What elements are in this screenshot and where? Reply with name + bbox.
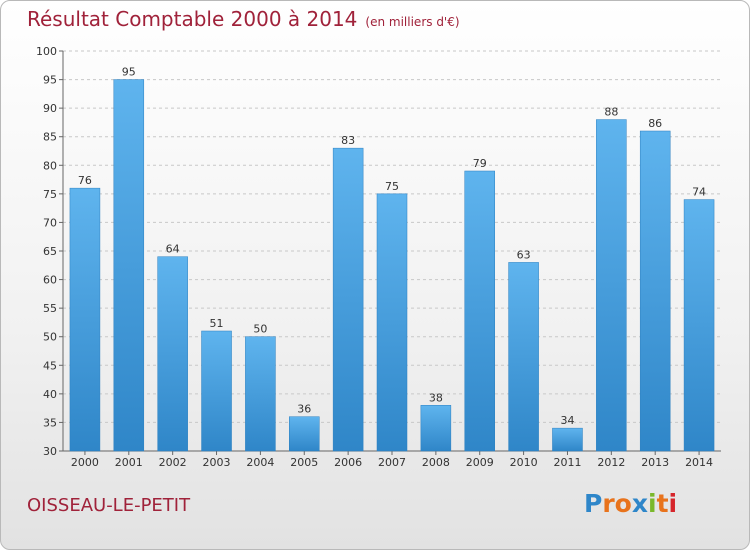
x-tick-label: 2010 xyxy=(510,456,538,469)
value-label: 83 xyxy=(341,134,355,147)
bar[interactable] xyxy=(332,147,364,452)
bars xyxy=(69,79,715,452)
logo-letter: i xyxy=(648,489,657,518)
y-tick-label: 50 xyxy=(43,331,57,344)
value-label: 50 xyxy=(253,323,267,336)
y-tick-label: 35 xyxy=(43,416,57,429)
value-label: 51 xyxy=(210,317,224,330)
logo-letter: x xyxy=(631,489,648,518)
x-tick-label: 2001 xyxy=(115,456,143,469)
bar[interactable] xyxy=(157,256,188,452)
x-tick-label: 2012 xyxy=(597,456,625,469)
chart-title: Résultat Comptable 2000 à 2014 (en millie… xyxy=(27,7,460,31)
chart-subtitle: (en milliers d'€) xyxy=(365,15,460,29)
y-tick-label: 85 xyxy=(43,131,57,144)
y-tick-label: 95 xyxy=(43,74,57,87)
x-tick-label: 2004 xyxy=(246,456,274,469)
chart-title-text: Résultat Comptable 2000 à 2014 xyxy=(27,7,358,31)
x-tick-label: 2013 xyxy=(641,456,669,469)
logo-letter: t xyxy=(656,489,669,518)
y-tick-label: 55 xyxy=(43,302,57,315)
y-tick-label: 65 xyxy=(43,245,57,258)
bar[interactable] xyxy=(639,130,671,452)
bar[interactable] xyxy=(201,330,232,452)
bar[interactable] xyxy=(113,79,145,452)
labels: 76 2000 95 2001 64 2002 51 2003 50 2004 36 2005 83 20… xyxy=(71,66,713,469)
x-tick-label: 2005 xyxy=(290,456,318,469)
value-label: 75 xyxy=(385,180,399,193)
logo-letter: i xyxy=(668,489,678,518)
bar[interactable] xyxy=(289,416,320,452)
y-tick-label: 100 xyxy=(36,45,57,58)
bar[interactable] xyxy=(376,193,408,452)
value-label: 63 xyxy=(517,248,531,261)
x-tick-label: 2002 xyxy=(159,456,187,469)
bar[interactable] xyxy=(464,170,495,452)
bar[interactable] xyxy=(683,199,715,452)
y-tick-label: 80 xyxy=(43,159,57,172)
y-tick-label: 75 xyxy=(43,188,57,201)
value-label: 64 xyxy=(166,243,180,256)
bar[interactable] xyxy=(245,336,276,452)
x-tick-label: 2000 xyxy=(71,456,99,469)
logo-letter: P xyxy=(584,489,603,518)
value-label: 88 xyxy=(604,106,618,119)
x-tick-label: 2006 xyxy=(334,456,362,469)
x-tick-label: 2007 xyxy=(378,456,406,469)
value-label: 76 xyxy=(78,174,92,187)
y-tick-label: 45 xyxy=(43,359,57,372)
value-label: 38 xyxy=(429,391,443,404)
bar[interactable] xyxy=(420,405,452,452)
proxiti-logo[interactable]: Proxiti xyxy=(584,489,677,518)
bar[interactable] xyxy=(596,119,627,452)
y-tick-label: 70 xyxy=(43,216,57,229)
value-label: 36 xyxy=(297,403,311,416)
x-tick-label: 2008 xyxy=(422,456,450,469)
y-tick-label: 60 xyxy=(43,274,57,287)
y-tick-label: 40 xyxy=(43,388,57,401)
bar[interactable] xyxy=(508,262,539,452)
logo-letter: r xyxy=(602,489,615,518)
x-tick-label: 2011 xyxy=(553,456,581,469)
value-label: 34 xyxy=(560,414,574,427)
bar[interactable] xyxy=(552,427,583,452)
value-label: 86 xyxy=(648,117,662,130)
y-tick-label: 30 xyxy=(43,445,57,458)
x-tick-label: 2003 xyxy=(203,456,231,469)
bar[interactable] xyxy=(69,187,101,452)
value-label: 74 xyxy=(692,186,706,199)
value-label: 79 xyxy=(473,157,487,170)
commune-name: OISSEAU-LE-PETIT xyxy=(27,495,191,516)
y-tick-label: 90 xyxy=(43,102,57,115)
value-label: 95 xyxy=(122,66,136,79)
x-tick-label: 2014 xyxy=(685,456,713,469)
logo-letter: o xyxy=(614,489,632,518)
x-tick-label: 2009 xyxy=(466,456,494,469)
